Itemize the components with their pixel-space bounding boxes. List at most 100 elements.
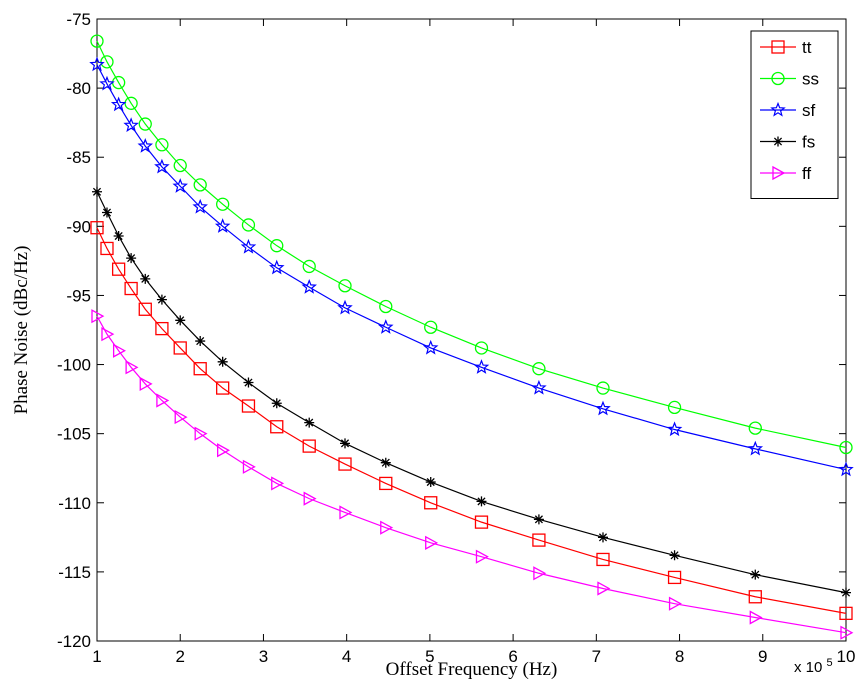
legend-label-ss: ss [802, 70, 819, 89]
series-tt [90, 221, 853, 621]
data-point-fs [340, 438, 351, 449]
data-point-ff [380, 520, 394, 535]
data-point-tt [596, 552, 610, 567]
data-point-ss [193, 178, 207, 192]
data-point-fs [113, 231, 124, 242]
data-point-ss [138, 117, 152, 131]
x-tick-label: 9 [758, 647, 767, 666]
data-point-ff [339, 505, 353, 520]
series-line-ss [96, 40, 847, 449]
series-line-ff [96, 315, 847, 634]
data-point-sf [666, 421, 683, 437]
data-point-ff [425, 535, 439, 550]
data-point-sf [172, 178, 188, 193]
data-point-tt [338, 457, 352, 471]
x-axis-label: Offset Frequency (Hz) [386, 659, 558, 680]
series-ff [91, 309, 854, 640]
data-point-fs [533, 514, 544, 525]
data-point-ss [90, 34, 104, 48]
data-point-tt [379, 476, 393, 491]
data-point-ss [474, 341, 489, 355]
data-point-ss [155, 138, 169, 152]
data-point-ss [100, 55, 114, 69]
data-point-sf [378, 319, 394, 334]
data-point-tt [155, 321, 169, 336]
data-point-fs [597, 532, 608, 543]
data-point-sf [110, 96, 127, 112]
data-point-tt [124, 281, 138, 296]
x-tick-label: 3 [259, 647, 268, 666]
data-point-fs [669, 550, 680, 561]
data-point-fs [195, 336, 206, 347]
data-point-fs [156, 294, 167, 305]
x-axis: 1 2 3 4 5 6 7 8 9 10 [92, 19, 855, 666]
data-point-ff [303, 491, 317, 506]
legend-entry-sf: sf [760, 101, 816, 120]
data-point-ff [194, 426, 208, 441]
data-point-tt [100, 241, 114, 256]
data-point-tt [302, 439, 316, 453]
data-point-fs [217, 356, 228, 367]
data-point-tt [193, 362, 207, 376]
y-tick-label: -85 [66, 148, 91, 167]
data-point-tt [138, 302, 152, 316]
data-point-fs [841, 587, 851, 598]
legend-marker-sf [770, 101, 786, 117]
data-point-ss [748, 421, 762, 435]
data-point-ss [839, 440, 853, 455]
legend-marker-ff [772, 165, 786, 181]
data-point-fs [101, 207, 112, 218]
data-point-fs [425, 477, 436, 488]
series-sf [89, 56, 854, 477]
data-point-ff [475, 549, 489, 564]
x-tick-label: 1 [92, 647, 101, 666]
data-point-sf [301, 278, 317, 294]
data-point-sf [99, 75, 115, 91]
data-point-ff [840, 625, 854, 640]
data-point-ff [101, 327, 115, 342]
data-point-sf [747, 440, 764, 456]
data-point-ss [532, 362, 546, 376]
legend-entry-tt: tt [760, 38, 812, 57]
data-point-tt [667, 570, 682, 585]
data-point-sf [214, 218, 231, 233]
series-layer [89, 34, 854, 640]
data-point-ss [596, 381, 610, 395]
data-point-sf [531, 379, 547, 395]
x-tick-label: 5 [425, 647, 434, 666]
data-point-sf [240, 238, 257, 254]
y-axis-label: Phase Noise (dBc/Hz) [11, 246, 32, 415]
data-point-ss [424, 320, 438, 334]
data-point-tt [216, 381, 230, 395]
series-line-tt [96, 227, 847, 614]
data-point-tt [748, 590, 762, 604]
data-point-ss [173, 158, 187, 173]
data-point-tt [241, 399, 256, 413]
x-tick-label: 2 [175, 647, 184, 666]
x-axis-multiplier: x 10 5 [794, 657, 833, 676]
data-point-sf [838, 461, 854, 477]
legend-entry-ff: ff [760, 164, 811, 183]
data-point-fs [380, 457, 391, 468]
data-point-ss [302, 259, 316, 274]
x-tick-label: 4 [342, 647, 351, 666]
data-point-fs [750, 569, 761, 580]
legend-box [750, 30, 839, 199]
legend: tt ss sf fs ff [750, 30, 839, 199]
data-point-ff [91, 309, 105, 324]
y-tick-label: -90 [66, 217, 91, 236]
series-ss [90, 34, 853, 455]
y-tick-label: -75 [66, 10, 91, 29]
y-tick-label: -110 [58, 494, 91, 513]
legend-label-ff: ff [802, 164, 811, 183]
data-point-tt [839, 606, 853, 621]
data-point-ss [241, 218, 256, 232]
y-tick-label: -105 [57, 425, 91, 444]
y-tick-label: -120 [57, 632, 91, 651]
data-point-ss [124, 96, 138, 110]
data-point-ss [338, 279, 352, 293]
series-line-sf [96, 64, 847, 471]
data-point-fs [243, 377, 254, 388]
data-point-sf [89, 56, 105, 72]
